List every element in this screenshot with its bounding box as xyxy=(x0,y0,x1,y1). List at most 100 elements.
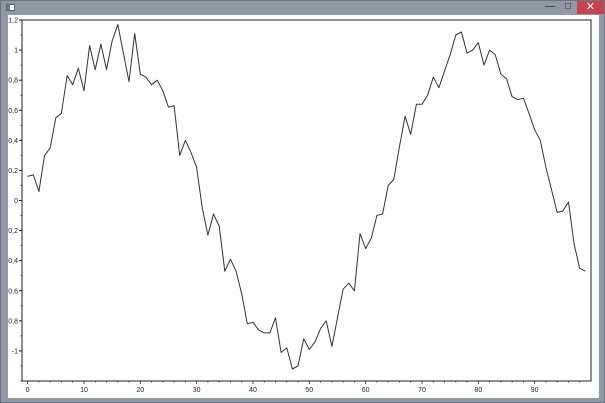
y-tick-label: 0,8 xyxy=(8,78,18,85)
data-point xyxy=(353,289,356,292)
data-point xyxy=(144,76,147,79)
data-point xyxy=(302,337,305,340)
data-point xyxy=(488,49,491,52)
data-point xyxy=(246,322,249,325)
data-point xyxy=(150,83,153,86)
data-point xyxy=(257,328,260,331)
data-point xyxy=(263,331,266,334)
data-point xyxy=(235,270,238,273)
x-tick-label: 70 xyxy=(418,387,426,394)
data-point xyxy=(201,207,204,210)
data-point xyxy=(556,211,559,214)
data-point xyxy=(528,112,531,115)
data-point xyxy=(190,151,193,154)
data-point xyxy=(454,34,457,37)
data-point xyxy=(370,237,373,240)
data-point xyxy=(567,201,570,204)
close-button[interactable]: ✕ xyxy=(577,1,604,14)
data-point xyxy=(544,166,547,169)
data-point xyxy=(218,225,221,228)
data-point xyxy=(347,282,350,285)
x-tick-label: 80 xyxy=(474,387,482,394)
data-point xyxy=(26,175,29,178)
data-point xyxy=(223,270,226,273)
data-point xyxy=(184,139,187,142)
data-point xyxy=(499,73,502,76)
data-point xyxy=(94,68,97,71)
data-point xyxy=(60,112,63,115)
data-point xyxy=(415,103,418,106)
data-point xyxy=(82,89,85,92)
data-point xyxy=(482,64,485,67)
data-point xyxy=(274,316,277,319)
data-point xyxy=(516,98,519,101)
y-tick-label: -1 xyxy=(12,348,18,355)
minimize-button[interactable]: — xyxy=(541,1,559,14)
data-point xyxy=(404,115,407,118)
data-point xyxy=(387,184,390,187)
y-tick-label: 0,6 xyxy=(8,108,18,115)
y-tick-label: 1 xyxy=(14,48,18,55)
data-point xyxy=(578,267,581,270)
data-point xyxy=(111,40,114,43)
x-tick-label: 40 xyxy=(249,387,257,394)
data-point xyxy=(212,213,215,216)
y-tick-label: 0,4 xyxy=(8,138,18,145)
x-tick-label: 10 xyxy=(80,387,88,394)
window-app-icon[interactable] xyxy=(6,4,15,11)
data-point xyxy=(319,327,322,330)
x-tick-label: 0 xyxy=(26,387,30,394)
data-point xyxy=(32,173,35,176)
y-tick-label: 0,2 xyxy=(8,168,18,175)
series-line xyxy=(27,24,586,370)
data-point xyxy=(342,288,345,291)
data-point xyxy=(156,79,159,82)
data-point xyxy=(285,346,288,349)
data-point xyxy=(280,351,283,354)
data-point xyxy=(505,77,508,80)
data-point xyxy=(494,53,497,56)
data-point xyxy=(71,83,74,86)
y-tick-label: -0,6 xyxy=(8,288,18,295)
plot-border xyxy=(21,19,592,382)
data-point xyxy=(122,52,125,55)
data-point xyxy=(49,146,52,149)
data-point xyxy=(66,74,69,77)
data-point xyxy=(471,49,474,52)
data-point xyxy=(308,348,311,351)
data-point xyxy=(460,31,463,34)
chart-area: 1,2 1 0,8 0,6 0,4 0,2 0 -0,2 -0,4 -0,6 -0,8 -1 0 10 2… xyxy=(8,15,599,398)
x-tick-label: 50 xyxy=(305,387,313,394)
data-point xyxy=(195,166,198,169)
data-point xyxy=(37,190,40,193)
data-point xyxy=(54,116,57,119)
data-point xyxy=(229,258,232,261)
data-point xyxy=(420,103,423,106)
data-point xyxy=(561,210,564,213)
x-tick-label: 20 xyxy=(136,387,144,394)
data-point xyxy=(178,154,181,157)
data-point xyxy=(133,32,136,35)
data-point xyxy=(268,331,271,334)
maximize-button[interactable]: □ xyxy=(559,1,577,14)
data-point xyxy=(99,43,102,46)
data-point xyxy=(251,321,254,324)
data-point xyxy=(105,68,108,71)
data-point xyxy=(550,188,553,191)
y-tick-label: 0 xyxy=(14,198,18,205)
data-point xyxy=(77,67,80,70)
minimize-icon: — xyxy=(545,1,555,12)
x-tick-label: 60 xyxy=(362,387,370,394)
data-point xyxy=(375,214,378,217)
x-tick-label: 30 xyxy=(193,387,201,394)
data-point xyxy=(533,128,536,131)
y-tick-label: 1,2 xyxy=(8,18,18,25)
data-point xyxy=(466,52,469,55)
title-bar[interactable]: — □ ✕ xyxy=(1,1,604,15)
data-point xyxy=(240,292,243,295)
data-point xyxy=(443,70,446,73)
data-point xyxy=(398,145,401,148)
line-chart: 1,2 1 0,8 0,6 0,4 0,2 0 -0,2 -0,4 -0,6 -0,8 -1 0 10 2… xyxy=(8,18,592,394)
data-point xyxy=(313,340,316,343)
